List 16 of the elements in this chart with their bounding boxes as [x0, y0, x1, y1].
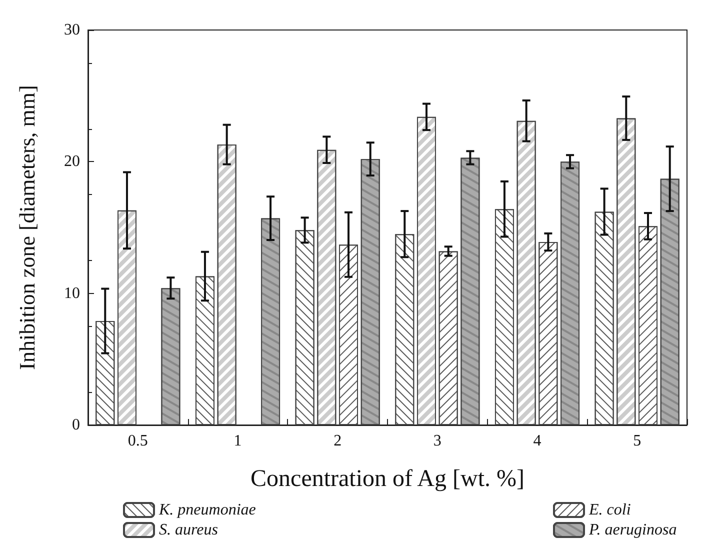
y-tick-label: 20 [64, 153, 80, 170]
y-tick-label: 10 [64, 284, 80, 302]
x-tick-label: 0.5 [128, 432, 148, 450]
legend-label: E. coli [588, 502, 631, 518]
legend-label: S. aureus [159, 522, 218, 538]
y-tick-label: 0 [72, 416, 80, 434]
x-tick-label: 4 [533, 432, 542, 450]
x-tick-label: 5 [633, 432, 642, 450]
legend-label: K. pneumoniae [158, 502, 256, 518]
y-axis-title: Inhibition zone [diameters, mm] [14, 85, 40, 370]
x-tick-label: 1 [234, 432, 242, 450]
y-tick-label: 30 [64, 22, 80, 38]
x-tick-label: 3 [433, 432, 442, 450]
x-axis-title: Concentration of Ag [wt. %] [250, 466, 524, 492]
legend-label: P. aeruginosa [588, 522, 677, 538]
x-tick-label: 2 [334, 432, 342, 450]
